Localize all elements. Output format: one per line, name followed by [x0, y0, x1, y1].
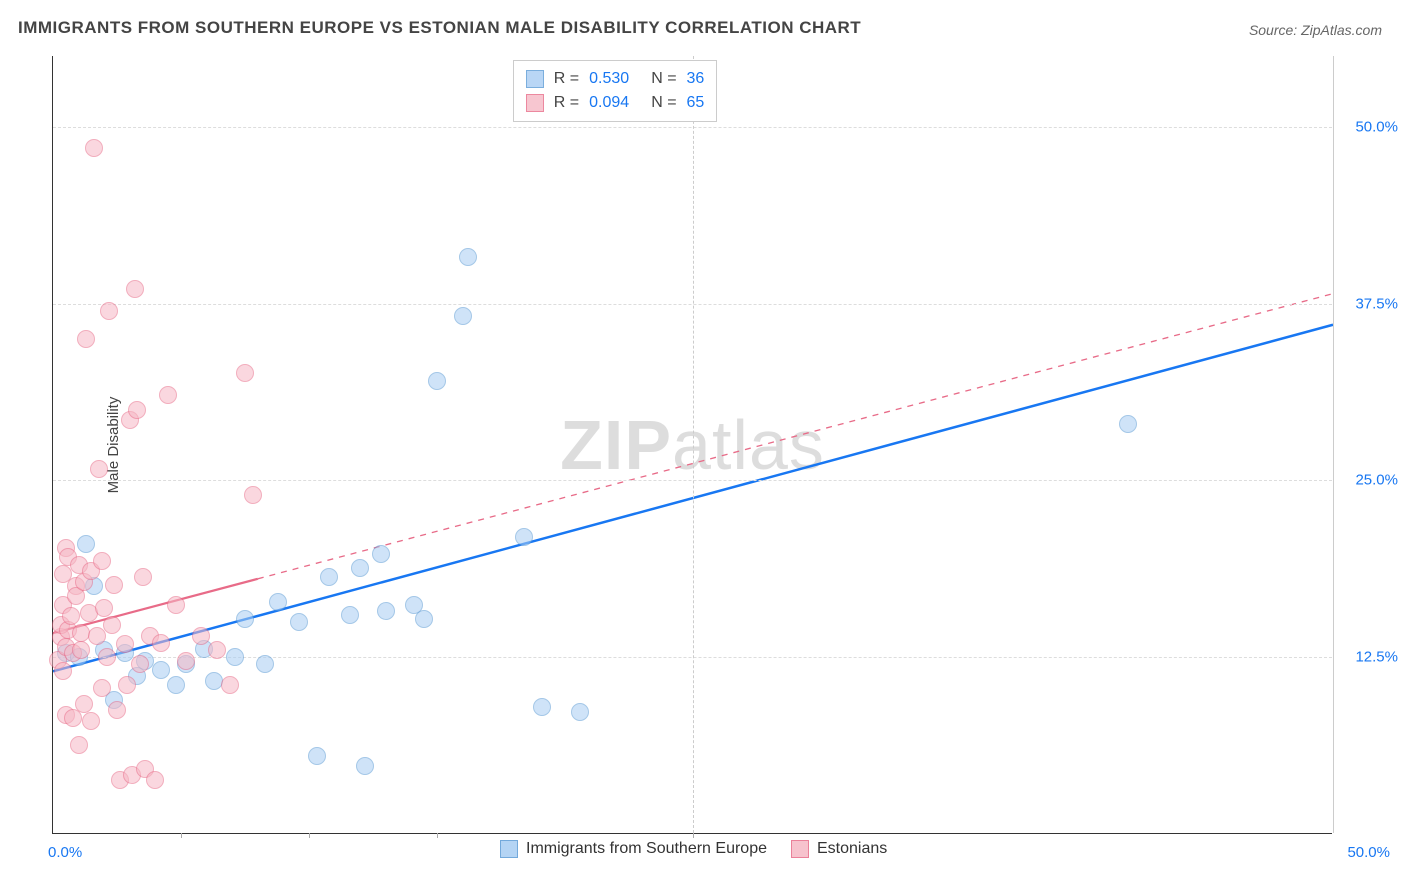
- y-tick-label: 25.0%: [1338, 472, 1398, 489]
- scatter-point-estonians: [167, 596, 185, 614]
- scatter-point-estonians: [103, 616, 121, 634]
- scatter-point-immigrants: [236, 610, 254, 628]
- scatter-point-estonians: [177, 652, 195, 670]
- scatter-point-immigrants: [77, 535, 95, 553]
- scatter-point-immigrants: [320, 568, 338, 586]
- legend-series: Immigrants from Southern Europe Estonians: [500, 840, 911, 863]
- scatter-point-estonians: [126, 280, 144, 298]
- scatter-point-estonians: [93, 679, 111, 697]
- y-tick-label: 50.0%: [1338, 118, 1398, 135]
- scatter-point-immigrants: [372, 545, 390, 563]
- scatter-point-immigrants: [351, 559, 369, 577]
- scatter-point-estonians: [75, 695, 93, 713]
- scatter-point-estonians: [131, 655, 149, 673]
- legend-swatch-estonians: [791, 840, 809, 858]
- scatter-point-immigrants: [533, 698, 551, 716]
- scatter-point-estonians: [98, 648, 116, 666]
- scatter-point-estonians: [192, 627, 210, 645]
- scatter-point-estonians: [108, 701, 126, 719]
- x-tick-stub: [181, 833, 182, 838]
- legend-r-prefix: R =: [554, 91, 579, 115]
- plot-right-border: [1333, 56, 1334, 833]
- scatter-point-immigrants: [377, 602, 395, 620]
- trendline-dashed-estonians: [258, 294, 1333, 579]
- scatter-point-estonians: [134, 568, 152, 586]
- x-tick-label-max: 50.0%: [1347, 844, 1390, 861]
- source-label: Source: ZipAtlas.com: [1249, 22, 1382, 38]
- scatter-point-estonians: [159, 386, 177, 404]
- scatter-point-immigrants: [356, 757, 374, 775]
- scatter-point-immigrants: [428, 372, 446, 390]
- gridline-vertical: [693, 56, 694, 833]
- watermark-rest: atlas: [672, 406, 825, 484]
- scatter-point-estonians: [208, 641, 226, 659]
- legend-swatch-estonians: [526, 94, 544, 112]
- scatter-point-immigrants: [167, 676, 185, 694]
- legend-n-value-estonians: 65: [687, 91, 705, 115]
- scatter-point-estonians: [236, 364, 254, 382]
- legend-item-immigrants: Immigrants from Southern Europe: [500, 840, 767, 858]
- y-axis-label: Male Disability: [105, 396, 122, 493]
- legend-stat-row-estonians: R = 0.094 N = 65: [526, 91, 705, 115]
- scatter-point-immigrants: [571, 703, 589, 721]
- x-tick-stub: [309, 833, 310, 838]
- watermark-bold: ZIP: [560, 406, 672, 484]
- scatter-point-estonians: [95, 599, 113, 617]
- scatter-point-estonians: [90, 460, 108, 478]
- chart-plot-area: Male Disability ZIPatlas 12.5%25.0%37.5%…: [52, 56, 1332, 834]
- legend-n-prefix: N =: [651, 91, 676, 115]
- legend-label-immigrants: Immigrants from Southern Europe: [526, 840, 767, 858]
- x-tick-stub: [437, 833, 438, 838]
- legend-stats-box: R = 0.530 N = 36 R = 0.094 N = 65: [513, 60, 718, 122]
- scatter-point-estonians: [85, 139, 103, 157]
- legend-n-value-immigrants: 36: [687, 67, 705, 91]
- y-tick-label: 12.5%: [1338, 649, 1398, 666]
- scatter-point-immigrants: [415, 610, 433, 628]
- scatter-point-estonians: [105, 576, 123, 594]
- scatter-point-estonians: [244, 486, 262, 504]
- legend-stat-row-immigrants: R = 0.530 N = 36: [526, 67, 705, 91]
- scatter-point-immigrants: [290, 613, 308, 631]
- scatter-point-estonians: [118, 676, 136, 694]
- scatter-point-immigrants: [152, 661, 170, 679]
- scatter-point-immigrants: [256, 655, 274, 673]
- x-tick-stub: [693, 833, 694, 838]
- scatter-point-immigrants: [459, 248, 477, 266]
- scatter-point-immigrants: [515, 528, 533, 546]
- scatter-point-estonians: [221, 676, 239, 694]
- scatter-point-immigrants: [341, 606, 359, 624]
- scatter-point-estonians: [128, 401, 146, 419]
- scatter-point-immigrants: [308, 747, 326, 765]
- scatter-point-estonians: [100, 302, 118, 320]
- x-tick-label-min: 0.0%: [48, 844, 82, 861]
- legend-swatch-immigrants: [526, 70, 544, 88]
- chart-title: IMMIGRANTS FROM SOUTHERN EUROPE VS ESTON…: [18, 18, 861, 38]
- scatter-point-estonians: [62, 607, 80, 625]
- scatter-point-estonians: [116, 635, 134, 653]
- scatter-point-immigrants: [454, 307, 472, 325]
- scatter-point-immigrants: [226, 648, 244, 666]
- scatter-point-estonians: [88, 627, 106, 645]
- legend-label-estonians: Estonians: [817, 840, 887, 858]
- scatter-point-estonians: [152, 634, 170, 652]
- scatter-point-estonians: [146, 771, 164, 789]
- legend-swatch-immigrants: [500, 840, 518, 858]
- scatter-point-immigrants: [269, 593, 287, 611]
- legend-r-value-estonians: 0.094: [589, 91, 629, 115]
- scatter-point-estonians: [70, 736, 88, 754]
- scatter-point-estonians: [82, 712, 100, 730]
- scatter-point-estonians: [77, 330, 95, 348]
- legend-item-estonians: Estonians: [791, 840, 887, 858]
- scatter-point-estonians: [93, 552, 111, 570]
- scatter-point-estonians: [72, 641, 90, 659]
- scatter-point-estonians: [54, 662, 72, 680]
- legend-n-prefix: N =: [651, 67, 676, 91]
- legend-r-value-immigrants: 0.530: [589, 67, 629, 91]
- legend-r-prefix: R =: [554, 67, 579, 91]
- scatter-point-immigrants: [1119, 415, 1137, 433]
- y-tick-label: 37.5%: [1338, 295, 1398, 312]
